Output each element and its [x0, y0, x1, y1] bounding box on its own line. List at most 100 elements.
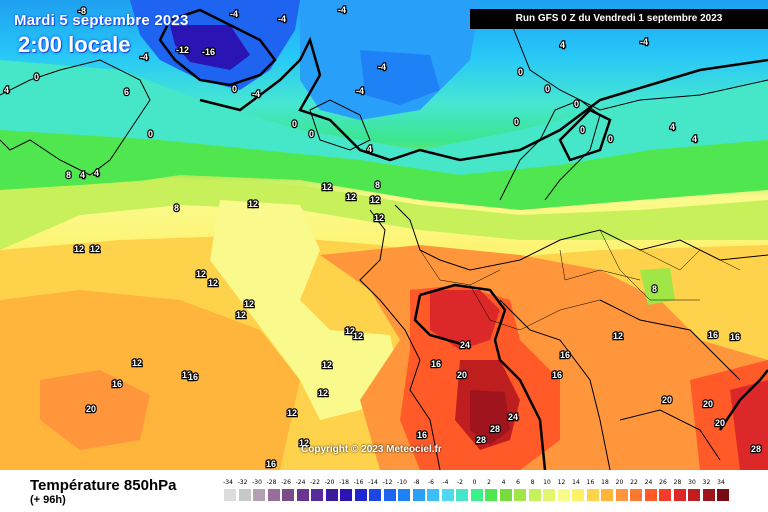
- label-m4-a: -4: [230, 9, 238, 19]
- label-28-b: 28: [490, 424, 500, 434]
- label-12-p: 12: [318, 388, 328, 398]
- legend-label: 26: [659, 479, 667, 486]
- label-0-g: 0: [545, 84, 550, 94]
- label-8-b: 8: [174, 203, 179, 213]
- label-m8: -8: [78, 6, 86, 16]
- label-12-m: 12: [345, 326, 355, 336]
- label-24-b: 24: [508, 412, 518, 422]
- label-0-e: 0: [232, 84, 237, 94]
- legend-label: 12: [557, 479, 566, 486]
- legend-label: 6: [516, 479, 520, 486]
- legend-swatch: [601, 489, 613, 501]
- legend-swatch: [296, 489, 309, 501]
- label-12-c: 12: [196, 269, 206, 279]
- legend-label: -20: [324, 479, 335, 486]
- temperature-map: -8 -4 -4 -4 -12 -16 -4 -4 -4 -4 -4 0 0 0…: [0, 0, 768, 470]
- label-12-o: 12: [322, 360, 332, 370]
- legend-label: -26: [281, 479, 291, 486]
- legend-swatch: [267, 489, 280, 501]
- borders: [419, 229, 741, 331]
- legend-label: -2: [457, 479, 463, 486]
- legend-swatch: [630, 489, 642, 501]
- legend-swatch: [238, 489, 251, 501]
- label-16-e: 16: [560, 350, 570, 360]
- label-12-d: 12: [208, 278, 218, 288]
- legend-label: -30: [252, 479, 262, 486]
- legend-label: 4: [501, 479, 506, 486]
- label-12-l: 12: [248, 199, 258, 209]
- label-0-d: 0: [309, 129, 314, 139]
- label-4-b: 4: [367, 144, 372, 154]
- label-16-b: 16: [188, 372, 198, 382]
- label-12-g: 12: [132, 358, 142, 368]
- legend-label: -14: [368, 479, 378, 486]
- isotherm-labels: -8 -4 -4 -4 -12 -16 -4 -4 -4 -4 -4 0 0 0…: [3, 4, 762, 470]
- variable-title: Température 850hPa: [30, 477, 177, 494]
- legend-label: 14: [572, 479, 580, 486]
- label-0-k: 0: [608, 134, 613, 144]
- warm-20-atlantic: [40, 370, 150, 450]
- label-16-g: 16: [730, 332, 740, 342]
- legend-label: -8: [413, 479, 420, 486]
- legend-label: -24: [295, 479, 306, 486]
- legend-swatch: [224, 489, 236, 501]
- label-24-a: 24: [460, 340, 470, 350]
- legend-swatch: [557, 489, 570, 501]
- label-0-j: 0: [580, 125, 585, 135]
- label-16-d: 16: [552, 370, 562, 380]
- legend-swatch: [514, 489, 526, 501]
- label-20-e: 20: [715, 418, 725, 428]
- label-m4-f: -4: [252, 89, 260, 99]
- copyright-notice: Copyright © 2023 Meteociel.fr: [301, 444, 442, 455]
- legend-label: 18: [601, 479, 609, 486]
- legend-swatch: [354, 489, 367, 501]
- label-m4-h: -4: [640, 37, 648, 47]
- label-0-f: 0: [518, 67, 523, 77]
- label-m4-g: -4: [338, 5, 346, 15]
- legend-swatch: [383, 489, 396, 501]
- legend-swatch: [673, 489, 686, 501]
- label-0-b: 0: [148, 129, 153, 139]
- label-12-i: 12: [346, 192, 356, 202]
- legend-swatch: [717, 489, 729, 501]
- legend-swatch: [369, 489, 381, 501]
- legend-label: 10: [543, 479, 551, 486]
- label-m4-c: -4: [140, 52, 148, 62]
- legend-swatch: [340, 489, 352, 501]
- legend-label: -28: [266, 479, 277, 486]
- label-16-c: 16: [431, 359, 441, 369]
- label-m4-e: -4: [356, 86, 364, 96]
- label-0-a: 0: [34, 72, 39, 82]
- label-8-d: 8: [652, 284, 657, 294]
- legend-swatch: [456, 489, 468, 501]
- legend-swatch: [586, 489, 599, 501]
- label-0-c: 0: [292, 119, 297, 129]
- legend-swatch: [528, 489, 541, 501]
- legend-label: 22: [630, 479, 638, 486]
- legend-swatch: [644, 489, 657, 501]
- label-m4-b: -4: [278, 14, 286, 24]
- legend-label: -4: [442, 479, 449, 486]
- label-4-d: 4: [692, 134, 697, 144]
- legend-swatch: [688, 489, 700, 501]
- label-4-e: 4: [94, 168, 99, 178]
- label-12-n: 12: [353, 331, 363, 341]
- very-hot-core: [430, 290, 500, 350]
- legend-swatch: [485, 489, 497, 501]
- legend-label: -12: [382, 479, 393, 486]
- legend-label: 28: [673, 479, 682, 486]
- legend-swatch: [543, 489, 555, 501]
- legend-label: 20: [615, 479, 624, 486]
- pale-yellow-core: [210, 200, 400, 420]
- label-4-c: 4: [670, 122, 675, 132]
- label-0-h: 0: [574, 99, 579, 109]
- label-16-h: 16: [417, 430, 427, 440]
- green-band: [0, 130, 768, 230]
- label-28-c: 28: [751, 444, 761, 454]
- forecast-date: Mardi 5 septembre 2023: [14, 12, 189, 29]
- legend-label: 32: [702, 479, 711, 486]
- legend-label: 34: [717, 479, 725, 486]
- legend-label: -22: [310, 479, 320, 486]
- legend-swatch: [499, 489, 512, 501]
- legend-swatch: [282, 489, 294, 501]
